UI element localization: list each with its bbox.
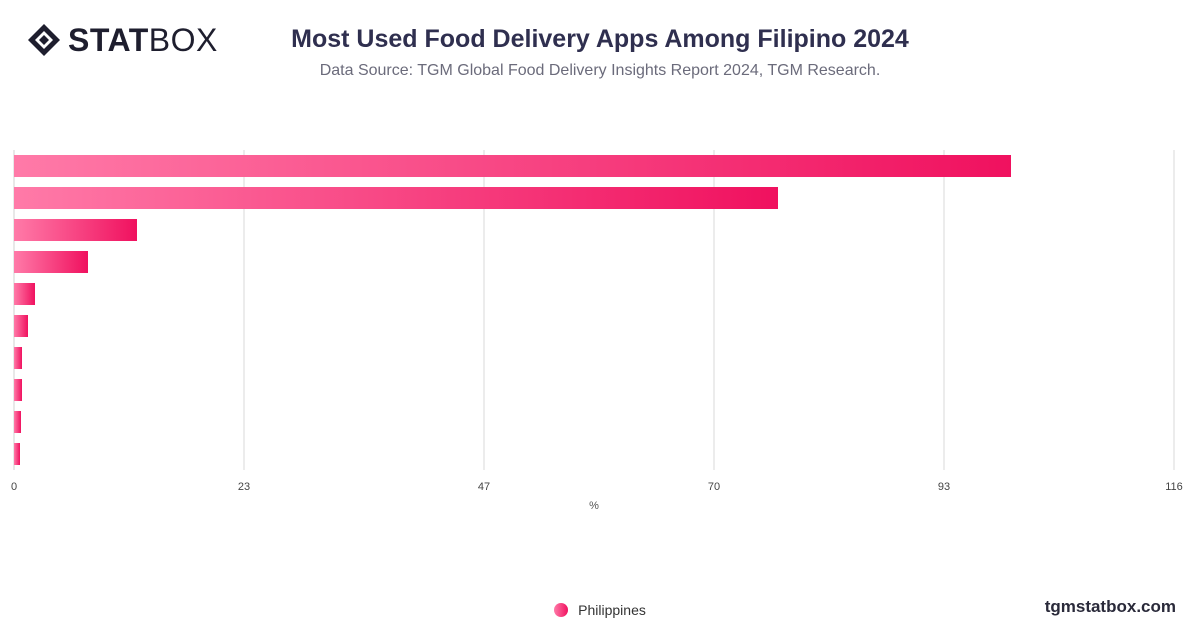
statbox-logo: STATBOX (26, 22, 218, 58)
chart-subtitle: Data Source: TGM Global Food Delivery In… (319, 62, 881, 79)
x-axis-label: % (589, 500, 599, 512)
logo-text: STATBOX (68, 24, 218, 56)
legend[interactable]: Philippines (0, 602, 1200, 618)
logo-light: BOX (148, 22, 218, 58)
bar-1[interactable] (14, 155, 1011, 177)
x-tick-label: 93 (938, 481, 950, 493)
logo-bold: STAT (68, 22, 149, 58)
bar-10[interactable] (14, 443, 20, 465)
legend-marker-icon (554, 603, 569, 617)
bar-2[interactable] (14, 187, 778, 209)
x-tick-label: 116 (1165, 481, 1183, 493)
footer-site[interactable]: tgmstatbox.com (1044, 597, 1176, 616)
x-tick-label: 70 (708, 481, 720, 493)
bar-6[interactable] (14, 315, 28, 337)
legend-label: Philippines (578, 602, 646, 618)
bar-8[interactable] (14, 379, 22, 401)
bar-9[interactable] (14, 411, 21, 433)
diamond-logo-icon (28, 24, 60, 56)
bar-5[interactable] (14, 283, 35, 305)
bar-3[interactable] (14, 219, 137, 241)
bar-4[interactable] (14, 251, 88, 273)
bar-7[interactable] (14, 347, 22, 369)
chart-title: Most Used Food Delivery Apps Among Filip… (291, 25, 909, 53)
x-tick-label: 0 (11, 481, 17, 493)
x-tick-label: 47 (478, 481, 490, 493)
x-tick-label: 23 (238, 481, 250, 493)
